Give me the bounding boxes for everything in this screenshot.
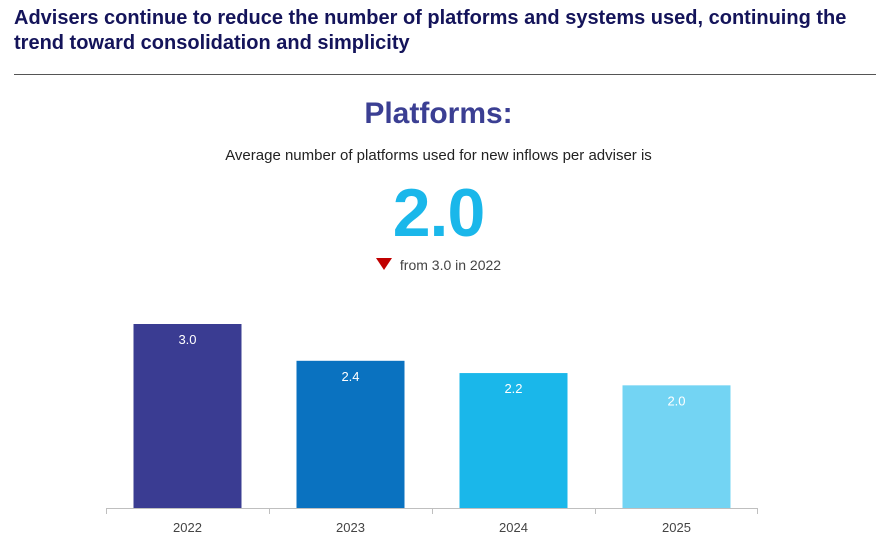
triangle-down-icon [375,258,392,271]
x-tick-label: 2023 [336,520,365,535]
divider-line [14,74,876,75]
intro-text: Average number of platforms used for new… [225,147,652,164]
change-text: from 3.0 in 2022 [399,257,502,273]
bar-2022 [133,324,242,508]
bar-2024 [459,373,568,508]
headline: Advisers continue to reduce the number o… [14,7,847,54]
bar-value-label: 2.4 [341,369,359,384]
bar-2023 [296,360,405,508]
bar-value-label: 2.2 [504,381,522,396]
bar-value-label: 3.0 [178,332,196,347]
bar-2025 [622,385,731,508]
x-tick-label: 2025 [662,520,691,535]
section-title: Platforms: [364,97,513,130]
bar-value-label: 2.0 [667,393,685,408]
change-indicator: from 3.0 in 2022 [0,256,877,274]
x-tick-label: 2024 [499,520,528,535]
big-number: 2.0 [392,175,486,251]
x-tick-label: 2022 [173,520,202,535]
